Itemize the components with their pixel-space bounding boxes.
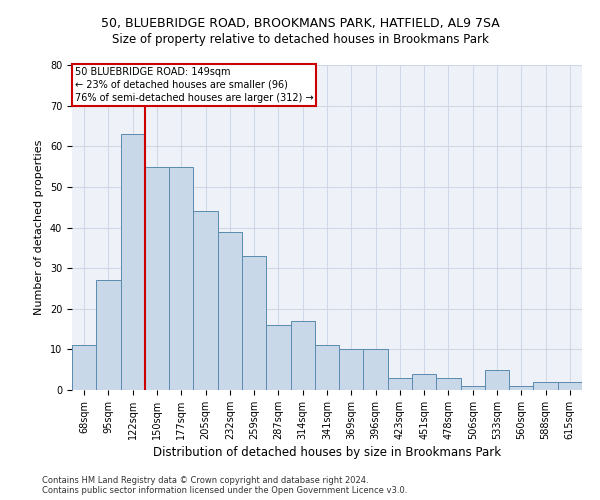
Text: Size of property relative to detached houses in Brookmans Park: Size of property relative to detached ho… xyxy=(112,32,488,46)
Bar xyxy=(315,346,339,390)
Bar xyxy=(461,386,485,390)
Bar xyxy=(339,350,364,390)
Bar xyxy=(509,386,533,390)
Text: Contains public sector information licensed under the Open Government Licence v3: Contains public sector information licen… xyxy=(42,486,407,495)
Bar xyxy=(218,232,242,390)
Bar xyxy=(193,211,218,390)
Bar xyxy=(266,325,290,390)
Bar xyxy=(121,134,145,390)
Bar xyxy=(364,350,388,390)
Bar xyxy=(169,166,193,390)
Bar xyxy=(72,346,96,390)
X-axis label: Distribution of detached houses by size in Brookmans Park: Distribution of detached houses by size … xyxy=(153,446,501,459)
Bar xyxy=(290,321,315,390)
Bar xyxy=(558,382,582,390)
Text: 50 BLUEBRIDGE ROAD: 149sqm
← 23% of detached houses are smaller (96)
76% of semi: 50 BLUEBRIDGE ROAD: 149sqm ← 23% of deta… xyxy=(74,66,313,103)
Bar xyxy=(412,374,436,390)
Bar xyxy=(145,166,169,390)
Bar xyxy=(485,370,509,390)
Bar xyxy=(388,378,412,390)
Text: Contains HM Land Registry data © Crown copyright and database right 2024.: Contains HM Land Registry data © Crown c… xyxy=(42,476,368,485)
Bar xyxy=(436,378,461,390)
Text: 50, BLUEBRIDGE ROAD, BROOKMANS PARK, HATFIELD, AL9 7SA: 50, BLUEBRIDGE ROAD, BROOKMANS PARK, HAT… xyxy=(101,18,499,30)
Bar xyxy=(242,256,266,390)
Y-axis label: Number of detached properties: Number of detached properties xyxy=(34,140,44,315)
Bar xyxy=(533,382,558,390)
Bar xyxy=(96,280,121,390)
